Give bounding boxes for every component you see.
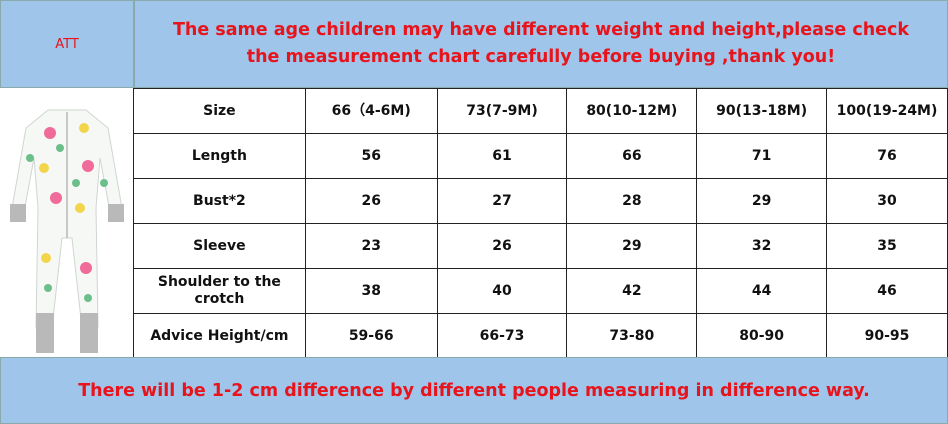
table-cell: 30 xyxy=(826,178,948,224)
table-cell: 38 xyxy=(304,268,438,314)
table-cell: 80(10-12M) xyxy=(566,88,698,134)
size-table: Size 66（4-6M) 73(7-9M) 80(10-12M) 90(13-18M)… xyxy=(133,88,948,359)
table-cell: 76 xyxy=(826,133,948,179)
row-label: Size xyxy=(133,88,306,134)
table-cell: 66 xyxy=(566,133,698,179)
romper-image xyxy=(10,109,124,353)
table-cell: 26 xyxy=(304,178,438,224)
table-cell: 29 xyxy=(696,178,828,224)
table-cell: 71 xyxy=(696,133,828,179)
table-row: Bust*2 26 27 28 29 30 xyxy=(133,178,948,224)
table-cell: 35 xyxy=(826,223,948,269)
table-cell: 40 xyxy=(436,268,568,314)
table-cell: 28 xyxy=(566,178,698,224)
row-label: Bust*2 xyxy=(133,178,306,224)
table-cell: 32 xyxy=(696,223,828,269)
row-label: Advice Height/cm xyxy=(133,313,306,359)
row-label: Shoulder to the crotch xyxy=(133,268,306,314)
table-cell: 73(7-9M) xyxy=(436,88,568,134)
table-row: Size 66（4-6M) 73(7-9M) 80(10-12M) 90(13-18M)… xyxy=(133,88,948,134)
table-row: Length 56 61 66 71 76 xyxy=(133,133,948,179)
table-cell: 80-90 xyxy=(696,313,828,359)
table-cell: 90-95 xyxy=(826,313,948,359)
footer-notice: There will be 1-2 cm difference by diffe… xyxy=(0,357,948,424)
header-label: ATT xyxy=(0,0,134,88)
row-label: Sleeve xyxy=(133,223,306,269)
table-cell: 26 xyxy=(436,223,568,269)
table-cell: 56 xyxy=(304,133,438,179)
table-cell: 59-66 xyxy=(304,313,438,359)
table-cell: 29 xyxy=(566,223,698,269)
table-cell: 23 xyxy=(304,223,438,269)
table-cell: 42 xyxy=(566,268,698,314)
table-cell: 61 xyxy=(436,133,568,179)
header-notice: The same age children may have different… xyxy=(134,0,948,88)
table-row: Sleeve 23 26 29 32 35 xyxy=(133,223,948,269)
notice-line: the measurement chart carefully before b… xyxy=(246,47,836,67)
notice-line: The same age children may have different… xyxy=(172,20,910,40)
table-cell: 46 xyxy=(826,268,948,314)
table-cell: 44 xyxy=(696,268,828,314)
table-cell: 73-80 xyxy=(566,313,698,359)
table-cell: 66（4-6M) xyxy=(304,88,438,134)
table-row: Shoulder to the crotch 38 40 42 44 46 xyxy=(133,268,948,314)
table-cell: 27 xyxy=(436,178,568,224)
table-cell: 90(13-18M) xyxy=(696,88,828,134)
table-cell: 66-73 xyxy=(436,313,568,359)
flower-pattern xyxy=(26,123,108,302)
table-cell: 100(19-24M) xyxy=(826,88,948,134)
row-label: Length xyxy=(133,133,306,179)
table-row: Advice Height/cm 59-66 66-73 73-80 80-90 90-9… xyxy=(133,313,948,359)
